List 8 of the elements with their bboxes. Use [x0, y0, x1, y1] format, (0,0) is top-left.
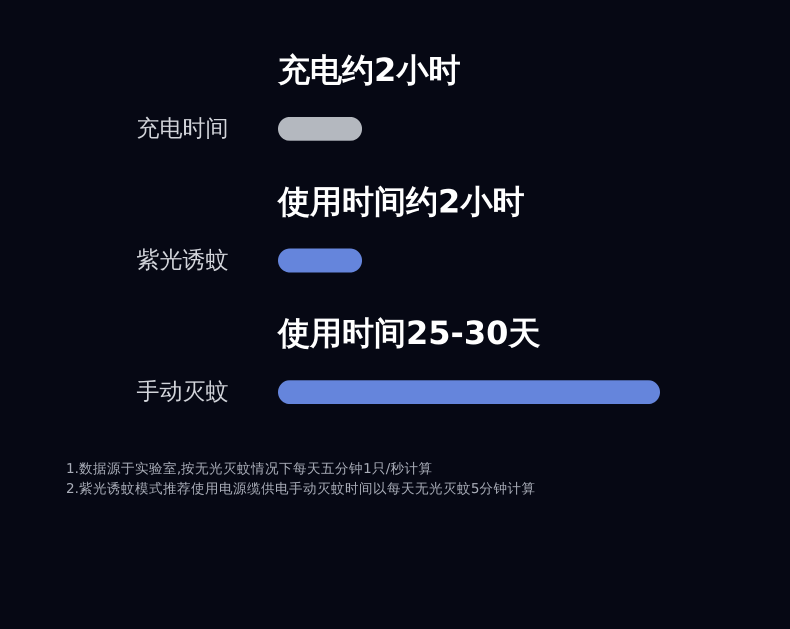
annotation: 使用时间25-30天	[277, 314, 540, 352]
annotation: 使用时间约2小时	[277, 182, 524, 220]
text: 2.紫光诱蚊模式推荐使用电源缆供电手动灭蚊时间以每天无光灭蚊5分钟计算	[66, 481, 536, 497]
y-tick-label: 手动灭蚊	[136, 379, 228, 406]
text: 1.数据源于实验室,按无光灭蚊情况下每天五分钟1只/秒计算	[66, 461, 432, 477]
y-tick-label: 充电时间	[136, 116, 228, 142]
annotation: 充电约2小时	[277, 50, 460, 89]
y-tick-label: 紫光诱蚊	[136, 248, 228, 274]
